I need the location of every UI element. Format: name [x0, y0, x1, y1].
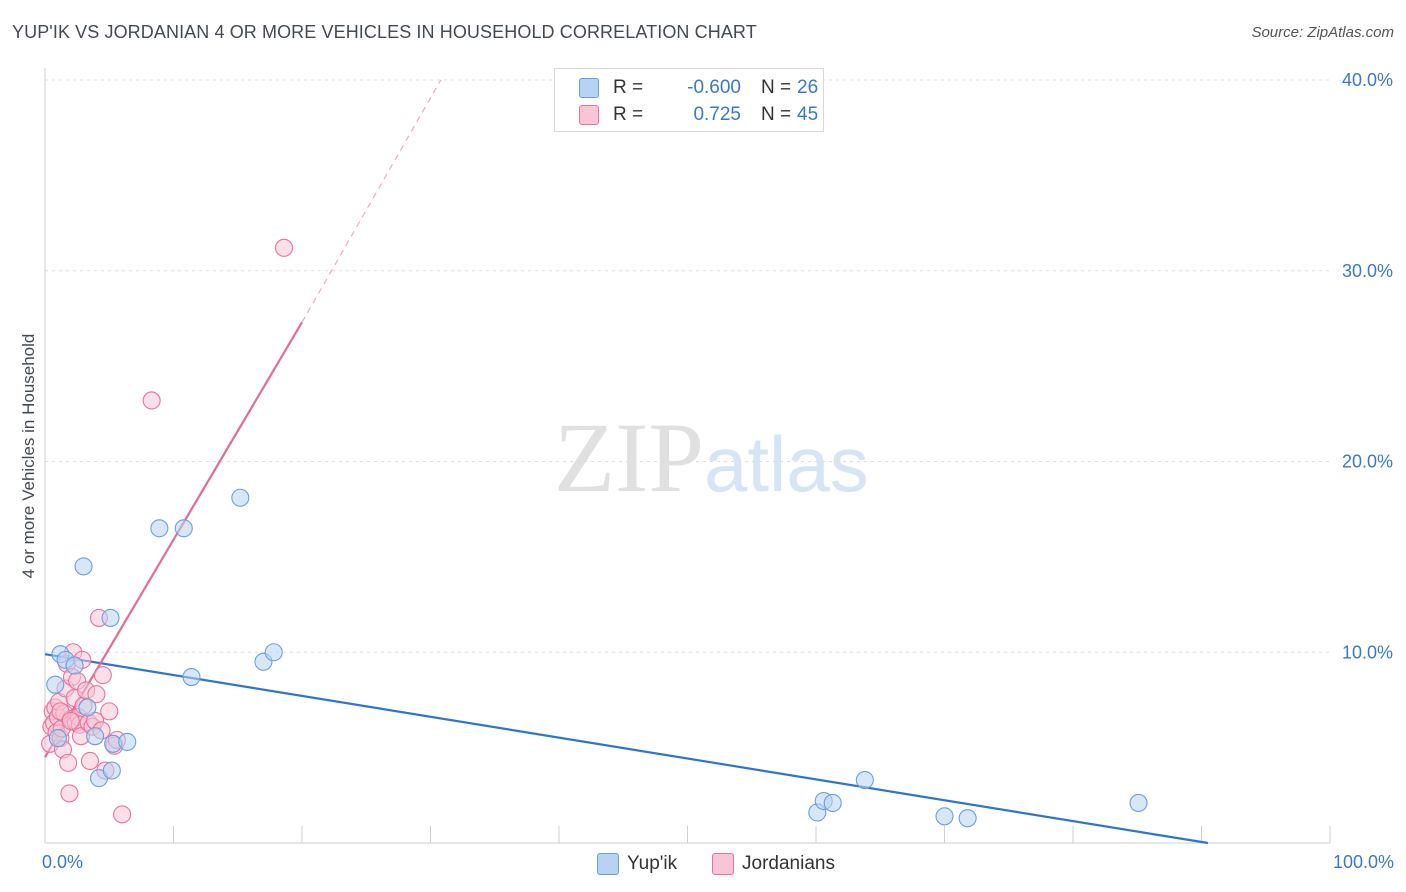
data-point-yupik — [46, 675, 65, 694]
data-point-jordanians — [59, 753, 78, 772]
data-point-yupik — [78, 698, 97, 717]
data-point-yupik — [48, 729, 67, 748]
data-point-yupik — [264, 643, 283, 662]
data-point-yupik — [102, 761, 121, 780]
data-point-jordanians — [113, 805, 132, 824]
series-name-yupik: Yup'ik — [627, 853, 678, 874]
correlation-legend: R = -0.600 N = 26 R = 0.725 N = 45 — [554, 68, 824, 132]
legend-r-label: R = — [613, 104, 644, 125]
data-point-jordanians — [87, 685, 106, 704]
y-tick-label: 20.0% — [1342, 452, 1393, 472]
data-point-jordanians — [274, 238, 294, 257]
y-tick-label: 40.0% — [1342, 70, 1393, 90]
x-axis-max-label: 100.0% — [1332, 852, 1394, 872]
legend-n-value: 26 — [797, 77, 819, 98]
trend-line-yupik — [44, 653, 1209, 845]
data-point-jordanians — [80, 751, 100, 771]
legend-r-label: R = — [613, 77, 644, 98]
legend-n-label: N = — [761, 77, 792, 98]
legend-n-label: N = — [761, 104, 792, 125]
data-point-yupik — [150, 519, 169, 538]
legend-swatch-yupik — [579, 78, 599, 98]
legend-r-value: 0.725 — [693, 104, 741, 125]
legend-n-value: 45 — [797, 104, 819, 125]
data-point-jordanians — [93, 666, 112, 685]
watermark: ZIPatlas — [554, 400, 869, 515]
y-tick-label: 10.0% — [1342, 642, 1393, 662]
chart-title: YUP'IK VS JORDANIAN 4 OR MORE VEHICLES I… — [12, 22, 757, 42]
data-point-yupik — [231, 488, 250, 507]
legend-r-value: -0.600 — [687, 77, 741, 98]
data-point-yupik — [935, 807, 954, 826]
data-point-jordanians — [142, 391, 161, 410]
data-point-jordanians — [60, 784, 79, 803]
data-point-yupik — [86, 727, 105, 746]
watermark-zip: ZIP — [554, 402, 704, 513]
x-axis-min-label: 0.0% — [42, 852, 84, 872]
y-tick-label: 30.0% — [1342, 261, 1393, 281]
data-point-yupik — [65, 656, 84, 675]
source-label: Source: ZipAtlas.com — [1251, 24, 1394, 41]
data-point-yupik — [182, 667, 201, 687]
data-point-yupik — [101, 608, 120, 627]
series-legend: Yup'ik Jordanians — [0, 852, 1406, 876]
data-point-yupik — [174, 519, 193, 538]
data-point-yupik — [855, 771, 874, 790]
data-point-yupik — [1129, 793, 1148, 812]
data-point-yupik — [823, 793, 842, 812]
trend-line-extension-jordanians — [301, 79, 442, 323]
data-point-yupik — [958, 809, 977, 828]
series-name-jordanians: Jordanians — [742, 853, 835, 874]
data-point-yupik — [118, 732, 137, 751]
series-swatch-yupik — [597, 853, 619, 875]
data-point-jordanians — [61, 711, 80, 730]
data-point-jordanians — [100, 702, 119, 721]
series-swatch-jordanians — [712, 853, 734, 875]
watermark-atlas: atlas — [704, 420, 869, 508]
legend-swatch-jordanians — [579, 105, 599, 125]
data-point-yupik — [74, 557, 93, 576]
